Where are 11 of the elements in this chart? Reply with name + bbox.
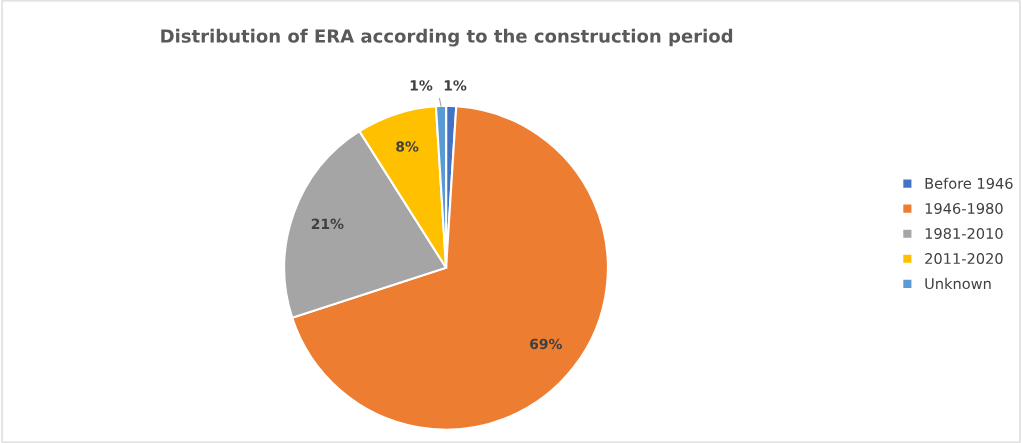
legend-label: 2011-2020	[925, 253, 1003, 265]
chart-title: Distribution of ERA according to the construction period	[161, 28, 733, 47]
legend-label: Unknown	[925, 277, 991, 290]
legend-label: Before 1946	[925, 177, 1013, 189]
legend-label: 1946-1980	[925, 202, 1003, 214]
data-label: 69%	[530, 338, 562, 350]
data-label: 1%	[410, 80, 433, 91]
data-label: 1%	[444, 80, 467, 91]
data-label: 21%	[311, 218, 344, 230]
legend-label: 1981-2010	[925, 227, 1003, 240]
data-label: 8%	[396, 141, 419, 152]
